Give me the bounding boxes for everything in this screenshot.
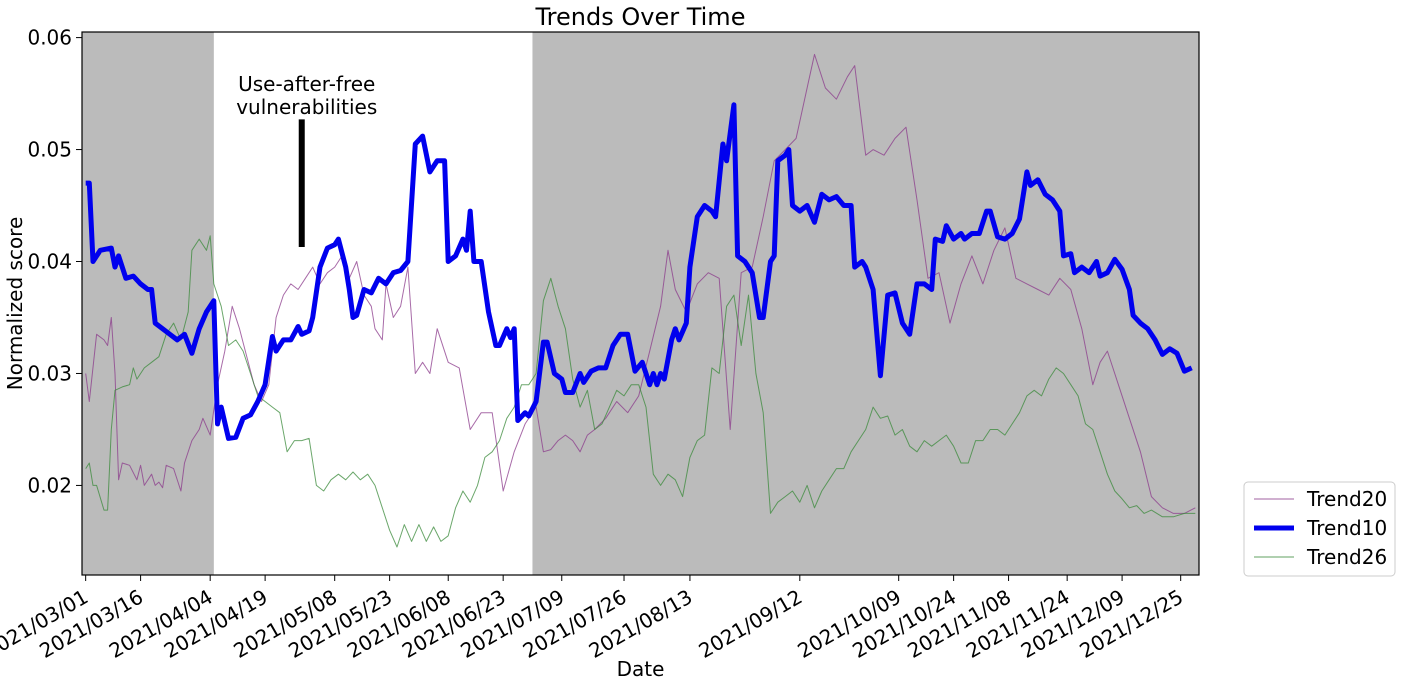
series-line-trend20 xyxy=(85,53,1196,514)
annotation-line-2: vulnerabilities xyxy=(236,95,377,119)
legend-label-trend26: Trend26 xyxy=(1306,545,1387,569)
y-tick-label: 0.04 xyxy=(27,250,72,274)
legend-label-trend10: Trend10 xyxy=(1306,516,1387,540)
series-line-trend26 xyxy=(85,235,1196,548)
shaded-region-2 xyxy=(532,32,1199,575)
chart-title: Trends Over Time xyxy=(535,3,746,31)
legend-box xyxy=(1243,481,1396,577)
x-axis-label: Date xyxy=(617,657,665,681)
series-line-trend10 xyxy=(85,102,1193,441)
y-tick-label: 0.05 xyxy=(27,138,72,162)
series-lines xyxy=(85,53,1196,548)
x-tick-label: 2021/09/12 xyxy=(694,585,806,663)
legend-label-trend20: Trend20 xyxy=(1306,487,1387,511)
x-axis: 2021/03/012021/03/162021/04/042021/04/19… xyxy=(0,575,1187,663)
plot-frame xyxy=(81,31,1200,576)
y-tick-label: 0.06 xyxy=(27,26,72,50)
annotation-line-1: Use-after-free xyxy=(238,72,375,96)
y-tick-label: 0.03 xyxy=(27,361,72,385)
shaded-region-1 xyxy=(82,32,214,575)
y-axis-label: Normalized score xyxy=(3,217,27,391)
annotation: Use-after-free vulnerabilities xyxy=(236,72,377,247)
shaded-regions xyxy=(82,32,1199,575)
y-axis: 0.02 0.03 0.04 0.05 0.06 xyxy=(27,26,82,497)
y-tick-label: 0.02 xyxy=(27,473,72,497)
legend: Trend20 Trend10 Trend26 xyxy=(1243,481,1396,577)
